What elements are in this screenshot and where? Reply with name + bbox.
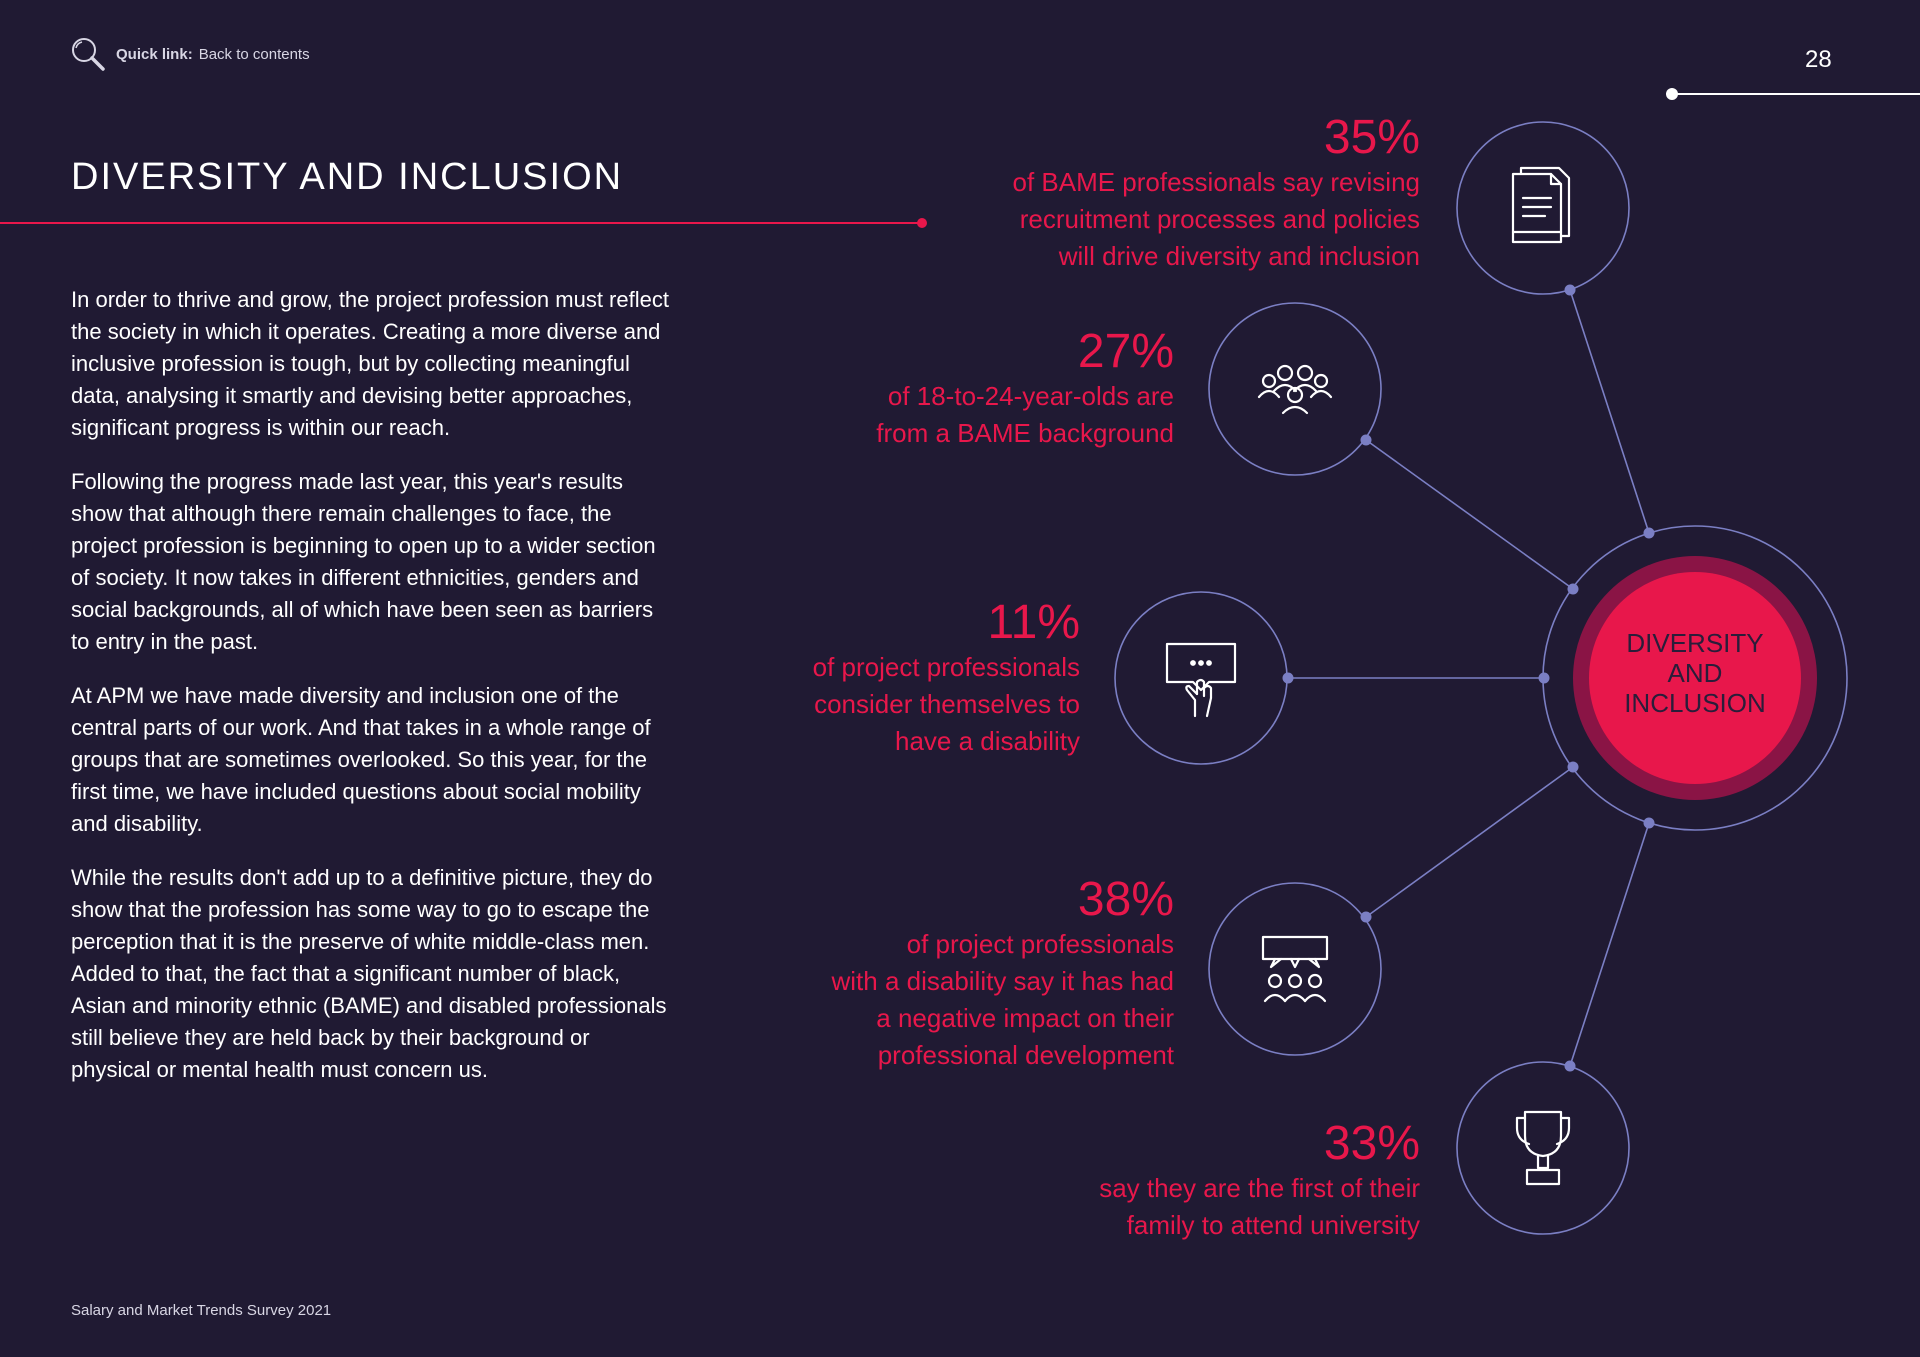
body-paragraph: While the results don't add up to a defi… xyxy=(71,865,667,1082)
hub-label: DIVERSITY AND INCLUSION xyxy=(1595,628,1795,718)
body-paragraph: Following the progress made last year, t… xyxy=(71,469,656,654)
stat-line: family to attend university xyxy=(1126,1210,1420,1240)
connector-line xyxy=(1569,289,1650,534)
body-paragraph: At APM we have made diversity and inclus… xyxy=(71,683,651,836)
stat-line: say they are the first of their xyxy=(1099,1173,1420,1203)
stat-percent: 38% xyxy=(1077,873,1174,926)
connector-dot xyxy=(1538,672,1550,684)
connector-line xyxy=(1365,766,1574,918)
group-icon xyxy=(1257,364,1333,415)
footer-text: Salary and Market Trends Survey 2021 xyxy=(71,1302,332,1319)
stat-line: have a disability xyxy=(895,726,1080,756)
documents-icon xyxy=(1511,166,1571,244)
stat-line: from a BAME background xyxy=(876,418,1174,448)
body-paragraph: In order to thrive and grow, the project… xyxy=(71,287,669,440)
stat-percent: 35% xyxy=(1323,111,1420,164)
title-divider-dot xyxy=(917,218,927,228)
audience-speech-icon xyxy=(1261,935,1329,1003)
top-divider-dot xyxy=(1666,88,1678,100)
connector-dot xyxy=(1360,911,1372,923)
connector-dot xyxy=(1643,817,1655,829)
stat-line: a negative impact on their xyxy=(876,1003,1174,1033)
icon-circle xyxy=(1456,1061,1630,1235)
hub-label-line: AND xyxy=(1667,658,1723,688)
back-to-contents-link[interactable]: Back to contents xyxy=(198,45,310,63)
stat-line: with a disability say it has had xyxy=(831,966,1174,996)
stat-percent: 33% xyxy=(1323,1117,1420,1170)
stat-line: recruitment processes and policies xyxy=(1019,204,1420,234)
page-title: DIVERSITY AND INCLUSION xyxy=(71,156,624,198)
body-text: In order to thrive and grow, the project… xyxy=(71,284,671,1108)
stat-35: 35% of BAME professionals say revising r… xyxy=(820,112,1420,275)
connector-line xyxy=(1365,439,1574,590)
stat-line: of 18-to-24-year-olds are xyxy=(887,381,1174,411)
connector-dot xyxy=(1567,761,1579,773)
hub-label-line: DIVERSITY xyxy=(1626,628,1764,658)
trophy-icon xyxy=(1515,1110,1571,1186)
connector-dot xyxy=(1282,672,1294,684)
stat-line: professional development xyxy=(877,1040,1174,1070)
icon-circle xyxy=(1208,302,1382,476)
connector-dot xyxy=(1643,527,1655,539)
stat-38: 38% of project professionals with a disa… xyxy=(674,874,1174,1074)
search-icon xyxy=(72,38,105,71)
connector-dot xyxy=(1567,583,1579,595)
stat-line: of BAME professionals say revising xyxy=(1012,167,1420,197)
icon-circle xyxy=(1114,591,1288,765)
stat-27: 27% of 18-to-24-year-olds are from a BAM… xyxy=(674,326,1174,452)
page-number: 28 xyxy=(1805,46,1832,73)
connector-dot xyxy=(1564,1060,1576,1072)
stat-percent: 11% xyxy=(987,596,1080,649)
top-divider xyxy=(1672,93,1920,95)
connector-dot xyxy=(1564,284,1576,296)
connector-dot xyxy=(1360,434,1372,446)
icon-circle xyxy=(1208,882,1382,1056)
stat-line: will drive diversity and inclusion xyxy=(1058,241,1420,271)
hand-sign-icon xyxy=(1165,642,1237,718)
stat-line: consider themselves to xyxy=(814,689,1080,719)
title-divider xyxy=(0,222,920,224)
hub-core xyxy=(1589,572,1801,784)
quick-link-label: Quick link: xyxy=(116,45,193,63)
stat-percent: 27% xyxy=(1077,325,1174,378)
stat-33: 33% say they are the first of their fami… xyxy=(820,1118,1420,1244)
stat-line: of project professionals xyxy=(906,929,1174,959)
stat-line: of project professionals xyxy=(812,652,1080,682)
icon-circle xyxy=(1456,121,1630,295)
stat-11: 11% of project professionals consider th… xyxy=(580,597,1080,760)
quick-link[interactable]: Quick link: Back to contents xyxy=(70,36,310,72)
hub-label-line: INCLUSION xyxy=(1624,688,1766,718)
connector-line xyxy=(1569,822,1650,1067)
